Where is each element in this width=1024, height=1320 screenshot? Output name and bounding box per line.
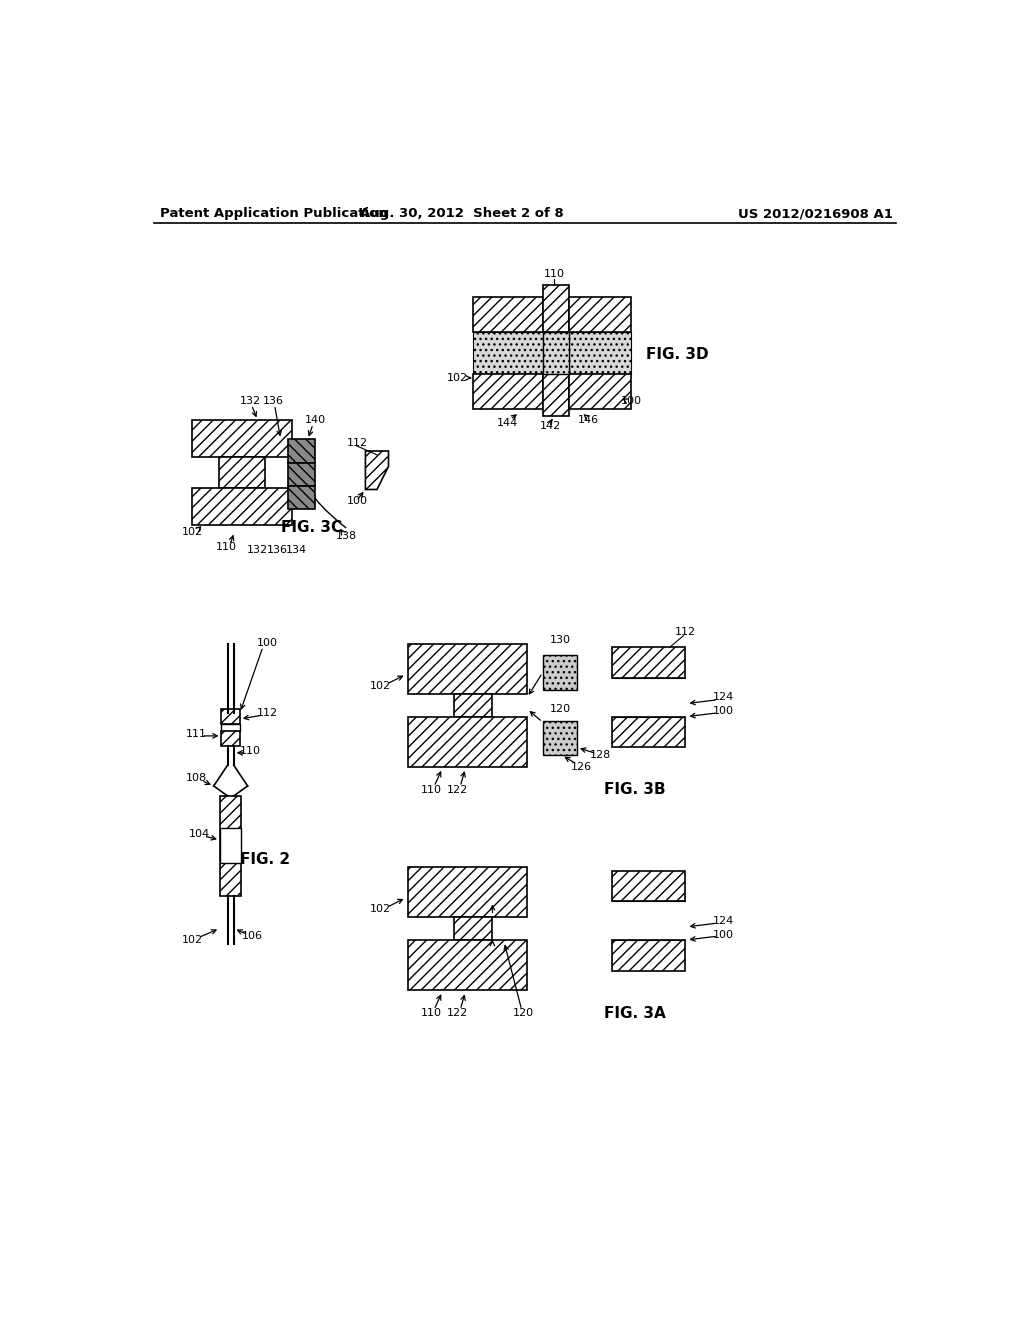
Bar (611, 871, 685, 902)
Text: 111: 111 (185, 730, 207, 739)
Text: 110: 110 (216, 543, 238, 552)
Text: 102: 102 (181, 527, 203, 537)
Bar (569, 374, 631, 409)
Bar (611, 647, 685, 678)
Polygon shape (366, 451, 388, 490)
Text: 132: 132 (240, 396, 260, 407)
Text: 120: 120 (550, 704, 570, 714)
Bar (289, 440, 315, 462)
Bar (408, 644, 527, 693)
Text: 112: 112 (257, 708, 279, 718)
Bar (543, 721, 578, 755)
Bar (220, 829, 242, 863)
Bar (220, 796, 242, 896)
Bar (611, 717, 685, 747)
Text: FIG. 3B: FIG. 3B (604, 783, 666, 797)
Text: 122: 122 (447, 785, 468, 795)
Text: 122: 122 (447, 1008, 468, 1018)
Text: Patent Application Publication: Patent Application Publication (160, 207, 387, 220)
Text: 104: 104 (189, 829, 210, 840)
Bar (221, 725, 240, 730)
Bar (543, 374, 569, 416)
Bar (408, 717, 527, 767)
Bar (193, 420, 292, 457)
Text: 134: 134 (286, 545, 306, 554)
Text: 102: 102 (447, 372, 468, 383)
Text: 102: 102 (371, 904, 391, 915)
Text: FIG. 3C: FIG. 3C (281, 520, 342, 536)
Text: 136: 136 (262, 396, 284, 407)
Bar (408, 867, 527, 917)
Text: 112: 112 (675, 627, 695, 638)
Text: FIG. 3A: FIG. 3A (604, 1006, 666, 1020)
Bar (221, 709, 240, 725)
Text: 112: 112 (347, 438, 369, 449)
Text: 110: 110 (421, 1008, 441, 1018)
Text: 102: 102 (371, 681, 391, 690)
Text: 102: 102 (181, 935, 203, 945)
Text: 136: 136 (266, 545, 288, 554)
Text: 110: 110 (240, 746, 260, 756)
Bar (289, 486, 315, 508)
Text: US 2012/0216908 A1: US 2012/0216908 A1 (738, 207, 893, 220)
Text: 100: 100 (621, 396, 642, 407)
Text: 140: 140 (305, 416, 326, 425)
Text: 130: 130 (550, 635, 570, 644)
Text: 106: 106 (242, 931, 263, 941)
Text: 142: 142 (540, 421, 561, 430)
Bar (289, 462, 315, 486)
Bar (454, 917, 493, 940)
Bar (569, 331, 631, 374)
Bar (543, 285, 569, 331)
Bar (473, 374, 543, 409)
Text: FIG. 2: FIG. 2 (241, 851, 291, 867)
Bar (473, 297, 543, 331)
Text: 110: 110 (421, 785, 441, 795)
Bar (221, 730, 240, 746)
Bar (611, 940, 685, 970)
Bar (454, 693, 493, 717)
Text: 110: 110 (544, 269, 564, 279)
Bar (543, 655, 578, 689)
Text: 128: 128 (590, 750, 611, 760)
Text: 100: 100 (257, 639, 279, 648)
Text: 144: 144 (498, 417, 518, 428)
Text: 132: 132 (247, 545, 268, 554)
Text: 124: 124 (713, 916, 734, 925)
Text: Aug. 30, 2012  Sheet 2 of 8: Aug. 30, 2012 Sheet 2 of 8 (359, 207, 563, 220)
Bar (569, 297, 631, 331)
Text: 100: 100 (713, 929, 734, 940)
Text: 108: 108 (185, 774, 207, 783)
Bar (543, 331, 569, 374)
Bar (473, 331, 543, 374)
Text: 124: 124 (713, 693, 734, 702)
Text: 138: 138 (336, 531, 356, 541)
Text: 120: 120 (513, 1008, 534, 1018)
Text: FIG. 3D: FIG. 3D (646, 347, 709, 362)
Bar (193, 488, 292, 525)
Text: 126: 126 (570, 762, 592, 772)
Text: 146: 146 (579, 416, 599, 425)
Text: 100: 100 (347, 496, 369, 506)
Bar (219, 457, 265, 488)
Text: 100: 100 (713, 706, 734, 717)
Bar (408, 940, 527, 990)
